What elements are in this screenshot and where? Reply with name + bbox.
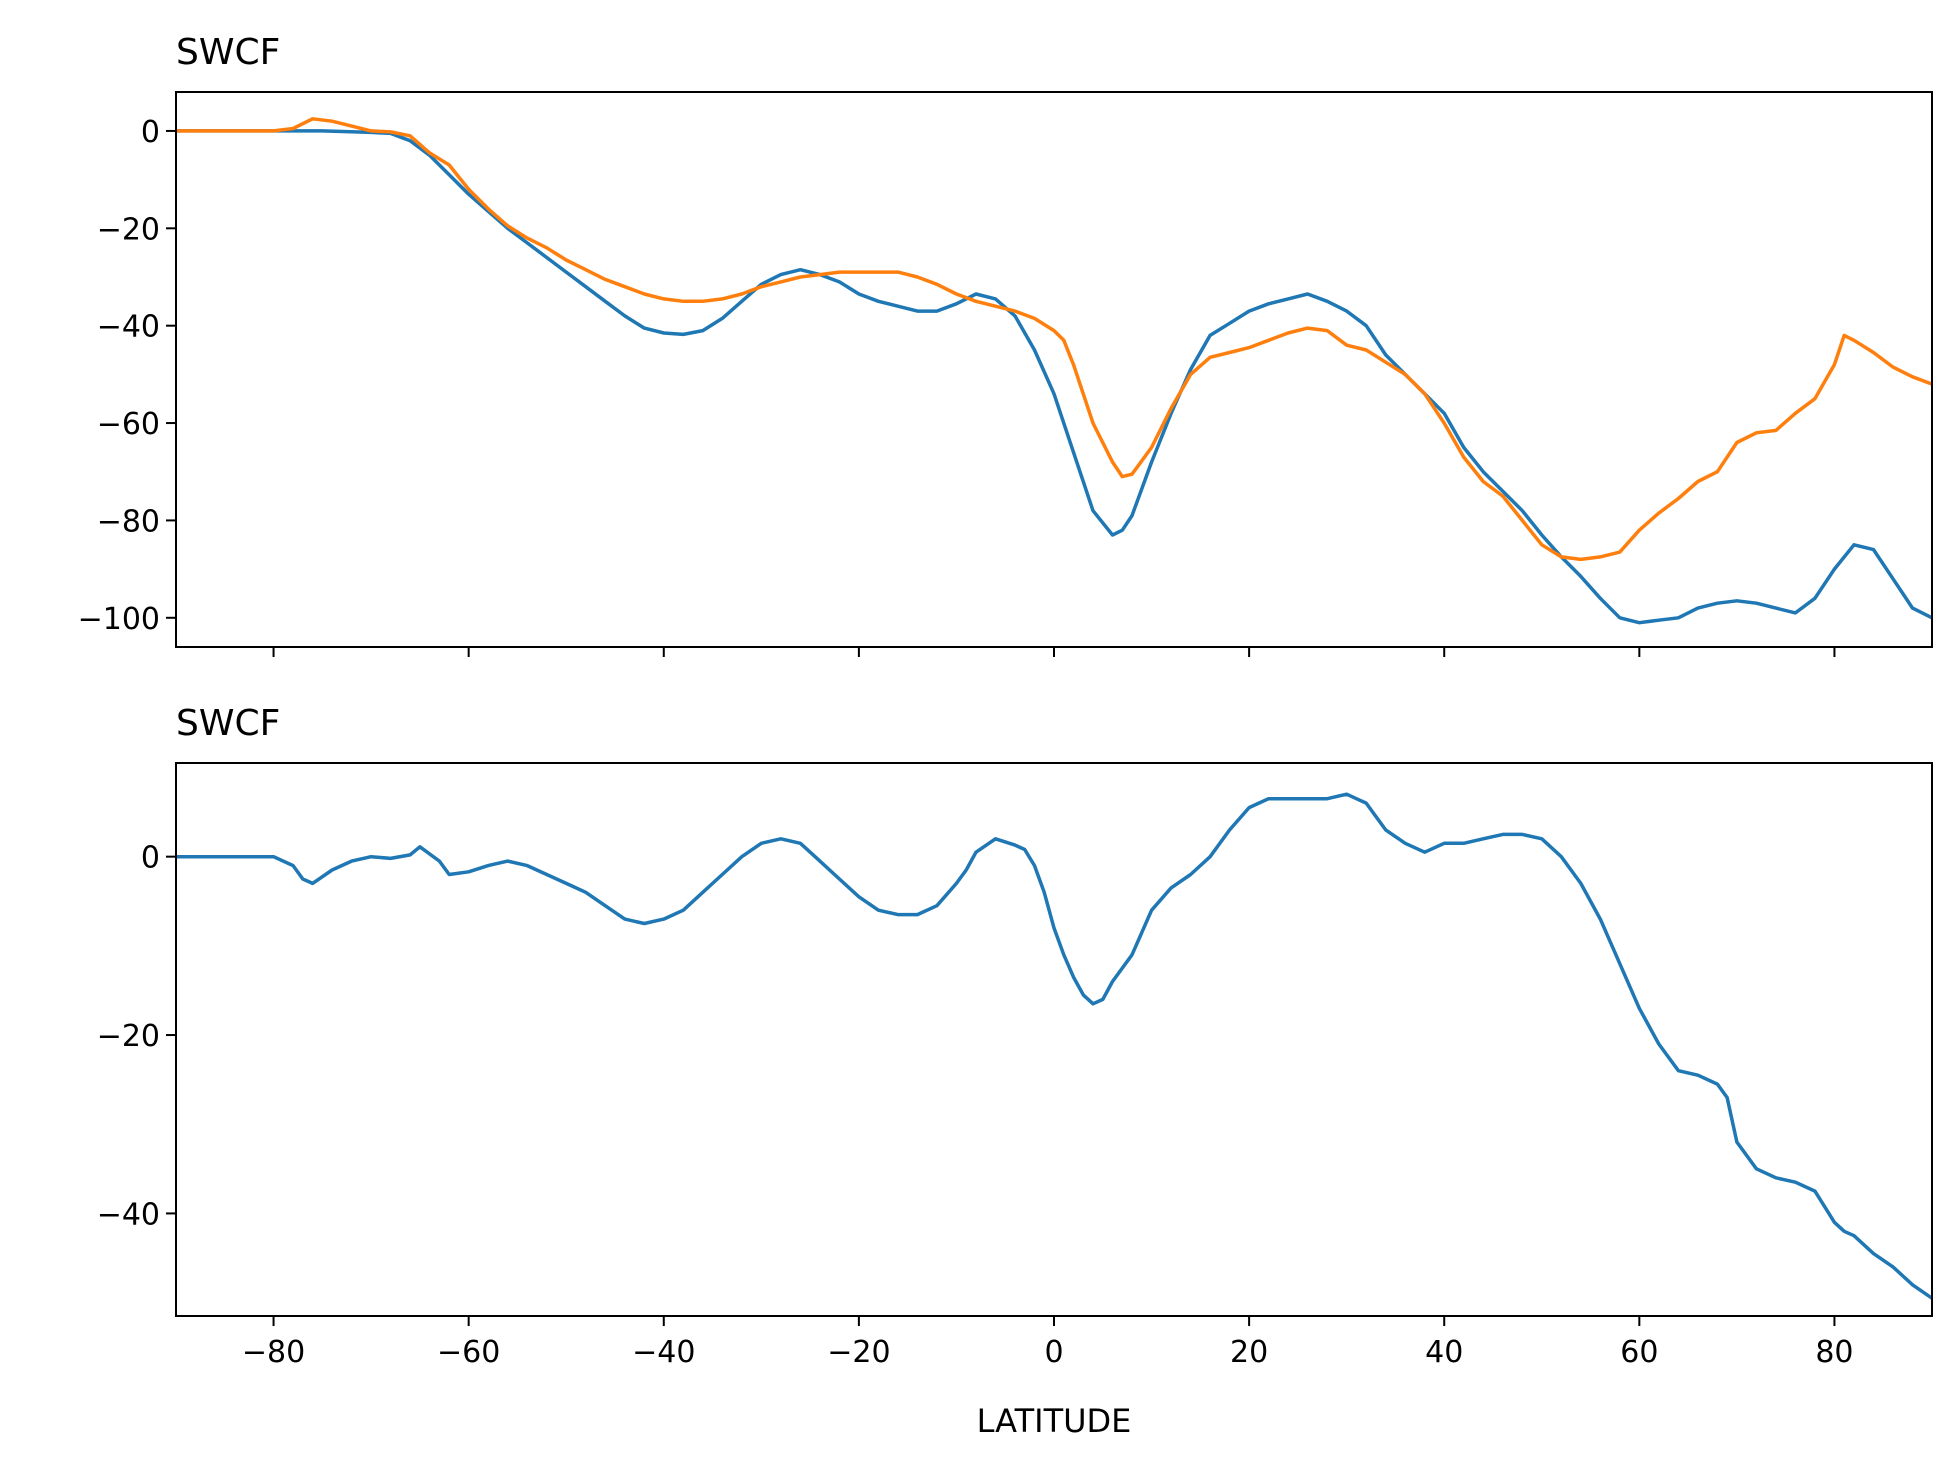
bottom-series-line-1 bbox=[176, 792, 1932, 1300]
top-series-line-2 bbox=[176, 117, 1932, 562]
top-y-tick-label: −40 bbox=[97, 310, 160, 345]
bottom-y-tick-label: −40 bbox=[97, 1197, 160, 1232]
bottom-x-tick-label: −40 bbox=[632, 1335, 695, 1370]
top-y-tick-label: 0 bbox=[141, 115, 160, 150]
bottom-x-tick-label: −60 bbox=[437, 1335, 500, 1370]
top-y-tick-label: −80 bbox=[97, 504, 160, 539]
bottom-x-tick-label: 80 bbox=[1815, 1335, 1853, 1370]
bottom-x-tick-label: 20 bbox=[1230, 1335, 1268, 1370]
bottom-x-tick-label: 0 bbox=[1044, 1335, 1063, 1370]
bottom-y-tick-label: −20 bbox=[97, 1019, 160, 1054]
top-y-tick-label: −20 bbox=[97, 212, 160, 247]
x-axis-label: LATITUDE bbox=[977, 1402, 1132, 1440]
bottom-x-tick-label: 40 bbox=[1425, 1335, 1463, 1370]
bottom-panel: SWCF −80 −60 −40 −20 0 20 40 60 80 0 −20 −40 bbox=[97, 703, 1933, 1370]
bottom-y-tick-label: 0 bbox=[141, 841, 160, 876]
top-panel: SWCF 0 −20 −40 −60 −80 −100 bbox=[78, 32, 1933, 657]
bottom-panel-title: SWCF bbox=[176, 703, 280, 744]
top-panel-series bbox=[176, 117, 1932, 625]
top-panel-title: SWCF bbox=[176, 32, 280, 73]
bottom-panel-ticks: −80 −60 −40 −20 0 20 40 60 80 0 −20 −40 bbox=[97, 841, 1854, 1370]
bottom-x-tick-label: −80 bbox=[242, 1335, 305, 1370]
top-panel-ticks: 0 −20 −40 −60 −80 −100 bbox=[78, 115, 1836, 657]
bottom-panel-series bbox=[176, 792, 1932, 1300]
top-y-tick-label: −100 bbox=[78, 602, 160, 637]
top-y-tick-label: −60 bbox=[97, 407, 160, 442]
top-series-line-1 bbox=[176, 129, 1932, 625]
bottom-x-tick-label: −20 bbox=[827, 1335, 890, 1370]
bottom-x-tick-label: 60 bbox=[1620, 1335, 1658, 1370]
